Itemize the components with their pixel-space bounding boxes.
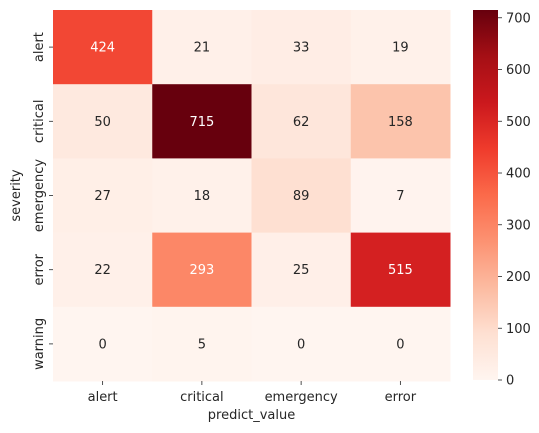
- cell-value-label: 33: [293, 41, 310, 56]
- y-tick-label: error: [32, 253, 47, 285]
- cell-value-label: 515: [388, 263, 413, 278]
- cell-value-label: 0: [396, 337, 404, 352]
- colorbar-tick-label: 600: [506, 63, 531, 78]
- cell-value-label: 19: [392, 41, 409, 56]
- y-tick-label: emergency: [32, 159, 47, 232]
- colorbar-tick-label: 700: [506, 11, 531, 26]
- cell-value-label: 293: [189, 263, 214, 278]
- cell-value-label: 424: [90, 41, 115, 56]
- cell-value-label: 27: [94, 189, 111, 204]
- x-axis-label: predict_value: [208, 408, 295, 423]
- colorbar-tick-label: 100: [506, 322, 531, 337]
- colorbar-tick-label: 300: [506, 218, 531, 233]
- x-tick-label: error: [385, 390, 417, 405]
- cell-value-label: 18: [194, 189, 211, 204]
- y-axis-ticks: alert critical emergency error warning: [32, 32, 53, 370]
- cell-value-label: 22: [94, 263, 111, 278]
- cell-value-label: 0: [98, 337, 106, 352]
- cell-value-label: 50: [94, 115, 111, 130]
- cell-value-label: 7: [396, 189, 404, 204]
- colorbar-tick-label: 500: [506, 115, 531, 130]
- x-axis-ticks: alert critical emergency error: [88, 381, 417, 405]
- x-tick-label: alert: [88, 390, 118, 405]
- cell-value-label: 0: [297, 337, 305, 352]
- y-tick-label: warning: [32, 318, 47, 370]
- cell-value-label: 158: [388, 115, 413, 130]
- y-axis-label: severity: [9, 169, 24, 222]
- cell-value-label: 89: [293, 189, 310, 204]
- cell-value-label: 5: [198, 337, 206, 352]
- colorbar-tick-label: 200: [506, 270, 531, 285]
- colorbar-tick-label: 0: [506, 374, 514, 389]
- cell-value-label: 62: [293, 115, 310, 130]
- y-tick-label: critical: [32, 100, 47, 144]
- x-tick-label: critical: [180, 390, 224, 405]
- y-tick-label: alert: [32, 32, 47, 62]
- colorbar: [473, 10, 498, 380]
- cell-value-label: 25: [293, 263, 310, 278]
- x-tick-label: emergency: [265, 390, 338, 405]
- cell-value-label: 21: [194, 41, 211, 56]
- colorbar-tick-label: 400: [506, 167, 531, 182]
- colorbar-ticks: 0 100 200 300 400 500 600 700: [498, 11, 531, 388]
- cell-value-label: 715: [189, 115, 214, 130]
